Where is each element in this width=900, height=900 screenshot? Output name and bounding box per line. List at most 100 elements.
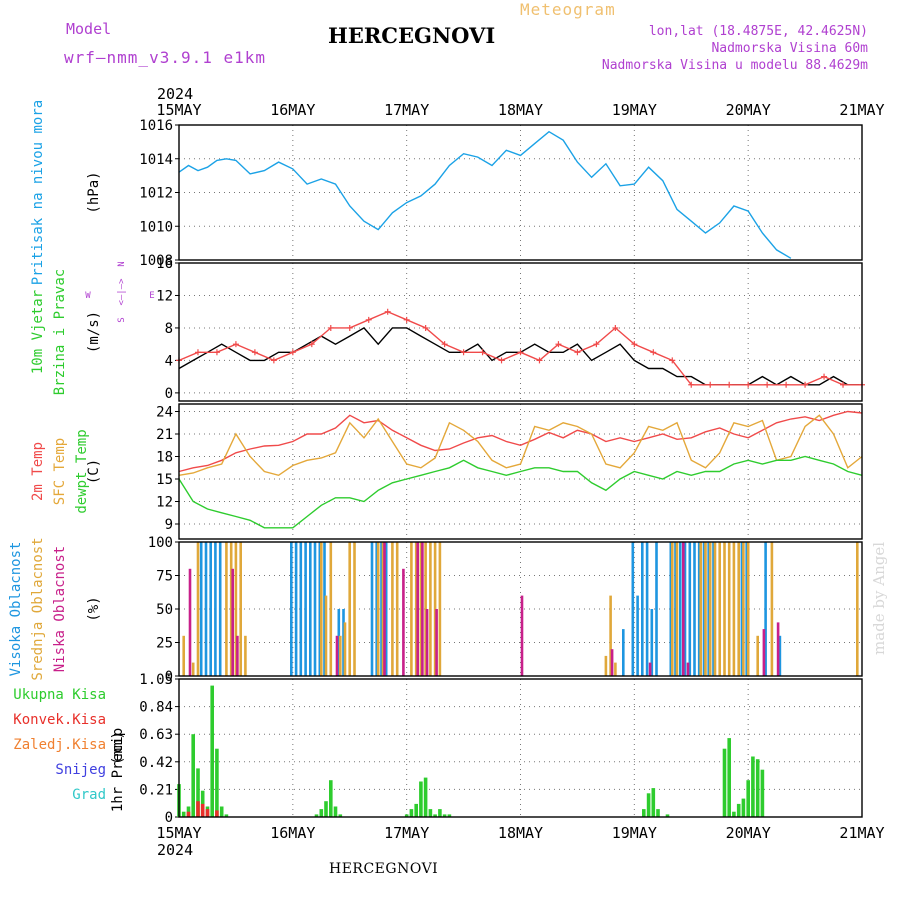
- bar-precip_conv: [200, 803, 205, 817]
- bar-precip_total: [219, 806, 224, 817]
- bar-precip_total: [433, 814, 437, 817]
- wind-marker: [403, 316, 410, 323]
- bar-precip_total: [751, 756, 755, 817]
- y-tick-label: 16: [156, 256, 173, 272]
- y-axis-title: Srednja Oblacnost: [30, 537, 46, 680]
- bar-cloud_mid: [419, 542, 423, 676]
- x-tick-bottom-label: 17MAY: [384, 824, 429, 842]
- wind-marker: [726, 381, 733, 388]
- bar-precip_total: [727, 738, 731, 817]
- bar-cloud_high: [218, 542, 222, 676]
- station-title: HERCEGNOVI: [328, 23, 496, 48]
- y-tick-label: 9: [165, 517, 173, 533]
- compass-e-label: E: [149, 291, 154, 301]
- bar-cloud_high: [645, 542, 649, 676]
- elevation-text: Nadmorska Visina 60m: [711, 41, 868, 56]
- bar-precip_conv: [196, 801, 200, 817]
- y-tick-label: 12: [156, 495, 173, 511]
- bar-cloud_mid: [343, 622, 347, 676]
- bar-cloud_low: [776, 622, 780, 676]
- wind-marker: [517, 349, 524, 356]
- bar-cloud_mid: [429, 542, 432, 676]
- bar-precip_total: [428, 809, 433, 817]
- bar-cloud_high: [380, 542, 383, 676]
- bar-cloud_mid: [723, 542, 726, 676]
- bar-precip_total: [196, 768, 200, 817]
- wind-marker: [707, 381, 714, 388]
- bar-cloud_high: [650, 609, 654, 676]
- bar-cloud_high: [745, 542, 748, 676]
- y-tick-label: 24: [156, 405, 173, 421]
- wind-marker: [251, 349, 258, 356]
- y-axis-unit-label: (%): [86, 596, 102, 621]
- series-line-temp2m: [178, 410, 863, 473]
- bar-cloud_low: [520, 595, 524, 676]
- bar-cloud_mid: [196, 542, 200, 676]
- panel-temperature: 9 12 15 18 21 24 (C) 2m Temp SFC Temp dewpt Temp: [30, 403, 863, 540]
- bar-cloud_mid: [732, 542, 736, 676]
- y-axis-unit-label: (C): [86, 459, 102, 484]
- wind-marker: [688, 381, 695, 388]
- wind-marker: [441, 341, 448, 348]
- bar-cloud_high: [209, 542, 212, 676]
- bar-cloud_high: [631, 542, 635, 676]
- y-axis-unit-label: (m/s): [86, 311, 102, 353]
- bar-cloud_mid: [353, 542, 356, 676]
- model-label: Model: [66, 20, 112, 38]
- bar-cloud_mid: [614, 662, 617, 676]
- bar-precip_total: [224, 814, 229, 817]
- bar-precip_total: [414, 803, 418, 817]
- panel-clouds: 0 25 50 75 100 (%) Visoka Oblacnost Srednja Obl…: [8, 535, 863, 685]
- x-tick-top-label: 20MAY: [726, 101, 771, 119]
- bar-precip_total: [324, 801, 328, 817]
- bar-precip_total: [442, 814, 447, 817]
- bar-cloud_mid: [234, 542, 238, 676]
- bar-cloud_mid: [424, 542, 427, 676]
- bar-precip_total: [419, 781, 423, 817]
- bar-cloud_mid: [381, 542, 385, 676]
- bar-cloud_high: [688, 542, 692, 676]
- y-axis-title: 10m Vjetar: [30, 290, 46, 374]
- bar-cloud_mid: [713, 542, 717, 676]
- x-tick-bottom-label: 18MAY: [498, 824, 543, 842]
- bar-precip_total: [181, 811, 186, 817]
- bar-cloud_mid: [433, 542, 437, 676]
- bar-cloud_mid: [742, 542, 745, 676]
- bar-cloud_mid: [339, 635, 342, 676]
- bar-cloud_mid: [770, 542, 774, 676]
- bar-cloud_high: [707, 542, 710, 676]
- wind-marker: [213, 349, 220, 356]
- x-tick-bottom-label: 20MAY: [726, 824, 771, 842]
- bar-cloud_high: [294, 542, 298, 676]
- wind-marker: [194, 349, 201, 356]
- panel-frame: [178, 678, 863, 818]
- y-axis-title: Visoka Oblacnost: [8, 542, 24, 677]
- bar-cloud_high: [337, 609, 341, 676]
- bar-cloud_mid: [348, 542, 351, 676]
- bar-cloud_low: [188, 568, 192, 676]
- precip-y-title: 1hr Precip: [110, 728, 126, 812]
- wind-marker: [840, 381, 847, 388]
- bar-cloud_high: [683, 542, 687, 676]
- bar-cloud_high: [304, 542, 307, 676]
- bar-cloud_mid: [395, 542, 399, 676]
- bar-cloud_mid: [376, 542, 380, 676]
- bar-cloud_low: [383, 542, 386, 676]
- y-tick-label: 1010: [139, 219, 173, 235]
- x-tick-bottom-label: 21MAY: [839, 824, 884, 842]
- y-axis-title: 2m Temp: [30, 442, 46, 501]
- bar-cloud_mid: [329, 542, 333, 676]
- bar-cloud_mid: [225, 542, 228, 676]
- bar-precip_total: [755, 759, 760, 817]
- bar-precip_total: [646, 793, 651, 817]
- x-tick-bottom-label: 19MAY: [612, 824, 657, 842]
- bar-cloud_high: [309, 542, 312, 676]
- bar-cloud_mid: [737, 542, 740, 676]
- wind-marker: [574, 349, 581, 356]
- bar-cloud_high: [679, 542, 682, 676]
- bar-cloud_low: [610, 649, 614, 676]
- bar-precip_total: [447, 814, 452, 817]
- bar-precip_conv: [215, 810, 219, 817]
- bar-cloud_low: [416, 542, 419, 676]
